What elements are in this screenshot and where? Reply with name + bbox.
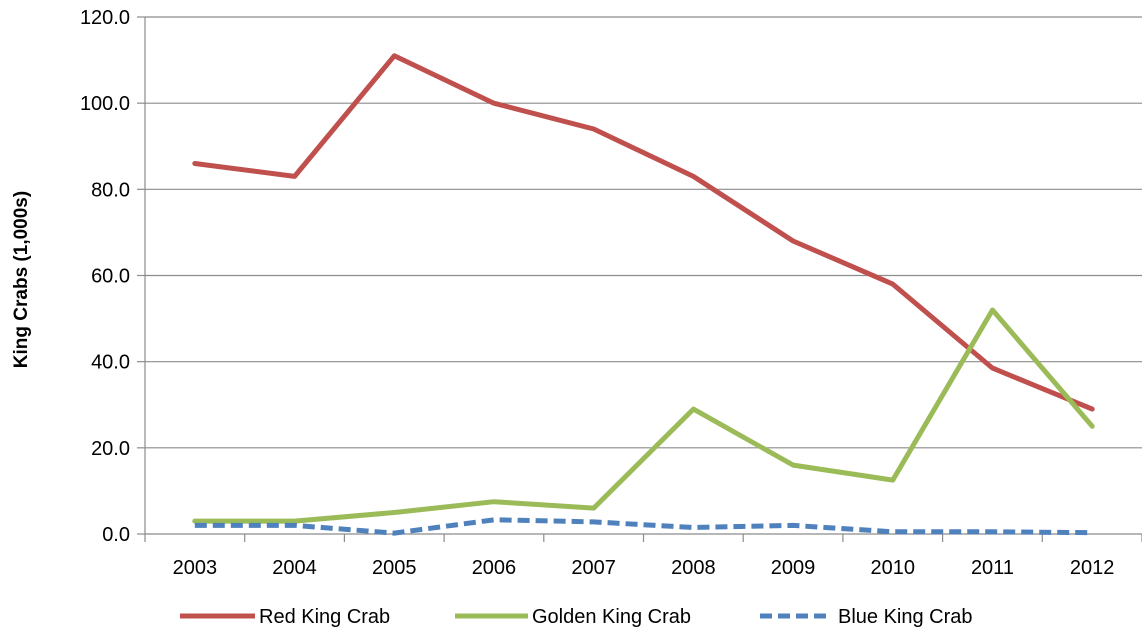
data-point	[890, 478, 895, 483]
data-point	[491, 499, 496, 504]
data-point	[1090, 407, 1095, 412]
data-point	[591, 127, 596, 132]
data-point	[990, 366, 995, 371]
data-point	[791, 463, 796, 468]
x-tick-label: 2007	[571, 557, 616, 579]
series-lines	[192, 53, 1095, 536]
x-tick-label: 2006	[472, 557, 517, 579]
series-line-blue-king-crab	[194, 517, 1093, 536]
x-tick-label: 2004	[272, 557, 317, 579]
legend-item-blue-king-crab: Blue King Crab	[760, 606, 973, 628]
data-point	[292, 519, 297, 524]
data-point	[1090, 530, 1095, 535]
data-point	[1090, 424, 1095, 429]
data-point	[990, 529, 995, 534]
legend-item-red-king-crab: Red King Crab	[180, 606, 390, 628]
data-point	[292, 174, 297, 179]
data-point	[392, 510, 397, 515]
x-tick-label: 2003	[173, 557, 218, 579]
x-tick-label: 2010	[871, 557, 916, 579]
data-point	[192, 523, 197, 528]
data-point	[990, 307, 995, 312]
legend-item-golden-king-crab: Golden King Crab	[455, 606, 691, 628]
data-point	[591, 519, 596, 524]
data-point	[890, 282, 895, 287]
y-tick-label: 60.0	[91, 266, 130, 288]
x-tick-label: 2012	[1070, 557, 1115, 579]
y-tick-label: 100.0	[80, 93, 130, 115]
legend-label: Golden King Crab	[532, 606, 691, 628]
data-point	[491, 517, 496, 522]
legend: Red King Crab Golden King Crab Blue King C…	[180, 606, 973, 628]
data-point	[591, 506, 596, 511]
data-point	[791, 239, 796, 244]
grid-lines	[145, 16, 1142, 449]
data-point	[491, 101, 496, 106]
x-tick-label: 2009	[771, 557, 816, 579]
data-point	[292, 523, 297, 528]
legend-label: Red King Crab	[259, 606, 390, 628]
y-tick-label: 80.0	[91, 179, 130, 201]
data-point	[392, 53, 397, 58]
y-tick-label: 0.0	[102, 524, 130, 546]
x-tick-label: 2005	[372, 557, 417, 579]
data-point	[691, 525, 696, 530]
y-tick-label: 120.0	[80, 7, 130, 29]
data-point	[192, 161, 197, 166]
legend-label: Blue King Crab	[838, 606, 973, 628]
data-point	[691, 407, 696, 412]
series-line-red-king-crab	[192, 53, 1095, 412]
data-point	[691, 174, 696, 179]
y-tick-label: 40.0	[91, 352, 130, 374]
data-point	[192, 519, 197, 524]
data-point	[392, 531, 397, 536]
x-tick-label: 2008	[671, 557, 716, 579]
axis-labels: 0.0 20.0 40.0 60.0 80.0 100.0 120.0 2003 2004 200…	[11, 7, 1114, 579]
x-tick-label: 2011	[971, 557, 1014, 579]
data-point	[791, 523, 796, 528]
y-axis-title: King Crabs (1,000s)	[11, 191, 32, 368]
y-tick-label: 20.0	[91, 438, 130, 460]
data-point	[890, 529, 895, 534]
series-line-golden-king-crab	[192, 307, 1095, 524]
